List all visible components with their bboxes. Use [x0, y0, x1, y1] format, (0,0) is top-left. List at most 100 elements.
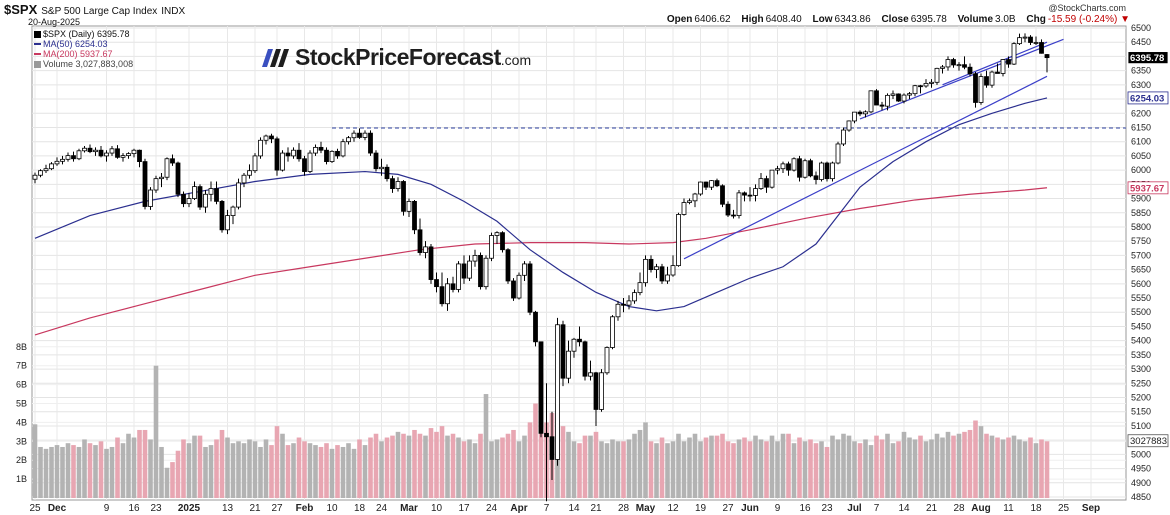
legend-ma200: MA(200) 5937.67 [34, 49, 133, 59]
time-tick-label: May [636, 503, 656, 514]
candle-swatch-icon [34, 31, 41, 38]
candle-body [170, 158, 175, 164]
volume-label: Volume [957, 14, 994, 25]
candle-body [868, 90, 874, 113]
candle-body [373, 152, 379, 170]
candle-body [632, 292, 637, 302]
candle-body [38, 170, 43, 176]
candle-body [115, 148, 120, 158]
time-tick-label: 9 [104, 503, 110, 514]
candle-body [511, 280, 516, 299]
price-tick-label: 5500 [1131, 307, 1151, 317]
volume-bar [225, 437, 230, 498]
legend-volume: Volume 3,027,883,008 [34, 59, 133, 69]
candle-body [912, 85, 918, 95]
candle-body [538, 341, 544, 434]
volume-bar [582, 435, 588, 498]
candle-body [252, 155, 258, 172]
candle-body [445, 283, 450, 305]
candle-body [956, 64, 962, 67]
candle-body [808, 160, 813, 177]
candle-body [296, 149, 302, 160]
price-tick-label: 5850 [1131, 208, 1151, 218]
close-label: Close [881, 14, 909, 25]
candle-body [665, 274, 670, 282]
high-label: High [741, 14, 764, 25]
price-tick-label: 4900 [1131, 478, 1151, 488]
legend-ma200-text: MA(200) 5937.67 [43, 49, 113, 59]
volume-bar [159, 446, 164, 498]
volume-bar [43, 448, 49, 498]
candle-body [472, 254, 478, 262]
candle-body [703, 181, 709, 188]
candle-body [780, 163, 786, 170]
volume-bar [852, 441, 857, 498]
candle-body [335, 150, 340, 157]
candle-body [791, 158, 797, 171]
price-tick-label: 5700 [1131, 250, 1151, 260]
time-tick-label: Jun [741, 503, 759, 514]
candle-body [813, 175, 819, 180]
volume-bar [329, 448, 335, 498]
candle-body [560, 324, 566, 379]
candle-body [824, 162, 830, 180]
volume-bar [307, 443, 313, 498]
volume-bar [654, 443, 659, 498]
volume-bar [912, 439, 918, 498]
candle-body [659, 266, 665, 282]
volume-bar [725, 441, 731, 498]
candle-body [318, 146, 324, 151]
candle-body [1022, 36, 1028, 39]
volume-bar [1039, 439, 1044, 498]
volume-bar [54, 445, 60, 498]
volume-bar [373, 433, 379, 498]
time-tick-label: 21 [249, 503, 261, 514]
candle-body [203, 193, 208, 208]
volume-bar [967, 429, 973, 498]
volume-tick-label: 8B [16, 342, 27, 352]
volume-bar [406, 435, 412, 498]
low-label: Low [812, 14, 833, 25]
volume-bar [153, 365, 159, 498]
time-tick-label: Feb [296, 503, 314, 514]
ma50-swatch-icon [34, 43, 41, 45]
candle-body [907, 93, 912, 96]
copyright: @StockCharts.com [1048, 3, 1126, 13]
volume-bar [274, 426, 280, 498]
time-tick-label: 14 [898, 503, 910, 514]
candle-body [131, 149, 137, 155]
volume-bar [632, 433, 637, 498]
price-tick-label: 6050 [1131, 151, 1151, 161]
candle-body [648, 258, 654, 271]
candle-body [720, 185, 725, 205]
candle-body [742, 192, 747, 196]
candle-body [109, 148, 115, 154]
candle-body [731, 214, 736, 217]
candle-body [208, 188, 214, 195]
candle-body [918, 85, 923, 88]
volume-bar [797, 437, 802, 498]
candle-body [588, 372, 593, 377]
volume-bar [142, 429, 148, 498]
candle-body [797, 158, 802, 178]
time-tick-label: 24 [376, 503, 388, 514]
volume-bar [417, 433, 423, 498]
candle-body [368, 132, 373, 154]
down-arrow-icon: ▼ [1120, 14, 1130, 25]
open-value: 6406.62 [694, 14, 731, 25]
volume-bar [566, 431, 571, 498]
candle-body [307, 152, 313, 172]
volume-bar [610, 439, 615, 498]
time-tick-label: Apr [510, 503, 527, 514]
candle-body [395, 181, 401, 189]
candle-body [846, 120, 852, 131]
candle-body [428, 246, 434, 280]
candle-body [285, 152, 291, 157]
price-tick-label: 5100 [1131, 421, 1151, 431]
volume-bar [296, 437, 302, 498]
volume-bar [318, 446, 324, 498]
price-tick-label: 6450 [1131, 37, 1151, 47]
candle-body [148, 189, 153, 207]
volume-bar [1006, 437, 1011, 498]
volume-bar [390, 435, 395, 498]
